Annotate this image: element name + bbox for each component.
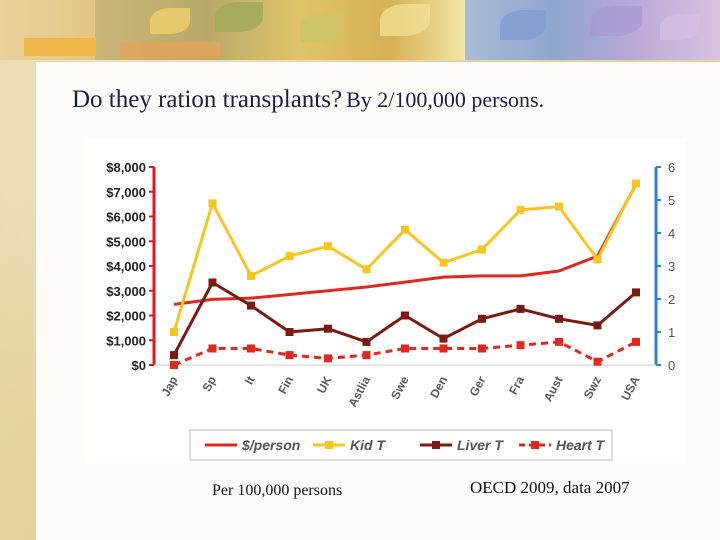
legend-marker: [531, 441, 539, 449]
right-axis-tick-label: 5: [668, 193, 675, 208]
data-point: [555, 202, 563, 211]
legend-marker: [432, 441, 440, 449]
category-label: Jap: [159, 374, 181, 399]
data-point: [247, 344, 255, 353]
left-axis-tick-label: $0: [132, 358, 146, 373]
right-axis-tick-label: 2: [668, 292, 675, 307]
data-point: [478, 314, 486, 323]
data-point: [555, 337, 563, 346]
data-point: [170, 361, 178, 369]
data-point: [247, 271, 255, 280]
leaf-decoration: [590, 6, 642, 36]
data-point: [208, 344, 217, 353]
category-label: USA: [618, 374, 642, 403]
data-point: [208, 199, 217, 208]
data-point: [632, 179, 640, 188]
data-point: [593, 321, 602, 330]
data-point: [593, 255, 602, 264]
category-label: It: [242, 374, 258, 387]
left-axis-tick-label: $5,000: [106, 234, 146, 249]
data-point: [401, 225, 409, 234]
title-sub: By 2/100,000 persons.: [346, 87, 545, 112]
left-axis-tick-label: $7,000: [106, 185, 146, 200]
data-point: [208, 278, 217, 287]
data-point: [516, 304, 525, 313]
left-axis-tick-label: $8,000: [106, 160, 146, 175]
data-point: [324, 354, 332, 363]
leaf-decoration: [300, 14, 344, 42]
category-label: Swe: [388, 374, 412, 402]
legend-label: Heart T: [556, 437, 606, 453]
data-point: [478, 245, 486, 254]
category-label: Astlia: [345, 374, 373, 410]
leaf-decoration: [660, 14, 700, 40]
category-label: UK: [314, 374, 335, 396]
leaf-decoration: [215, 2, 263, 32]
category-label: Fra: [506, 374, 527, 397]
leaf-decoration: [380, 4, 430, 36]
left-axis-tick-label: $2,000: [106, 309, 146, 324]
data-point: [285, 328, 294, 336]
data-point: [593, 357, 602, 366]
caption-units: Per 100,000 persons: [212, 482, 343, 499]
legend-label: Liver T: [457, 437, 504, 453]
series-line-kidt: [172, 182, 638, 333]
data-point: [362, 351, 371, 360]
chart-background: [85, 138, 685, 463]
category-label: Aust: [541, 374, 566, 404]
data-point: [439, 344, 448, 353]
data-point: [516, 341, 525, 350]
caption-source: OECD 2009, data 2007: [470, 478, 630, 497]
decorative-stripe: [24, 38, 96, 56]
left-axis-tick-label: $1,000: [106, 333, 146, 348]
left-axis-tick-label: $4,000: [106, 259, 146, 274]
right-axis-tick-label: 4: [668, 226, 675, 241]
data-point: [516, 205, 525, 214]
category-label: Swz: [581, 374, 604, 401]
data-point: [247, 301, 255, 310]
decorative-stripe: [120, 42, 220, 58]
data-point: [555, 314, 563, 323]
leaf-decoration: [500, 10, 546, 40]
data-point: [285, 252, 294, 261]
data-point: [324, 242, 332, 251]
title-main: Do they ration transplants?: [72, 86, 343, 113]
data-point: [439, 258, 448, 267]
data-point: [401, 311, 409, 320]
legend-label: $/person: [241, 437, 300, 453]
data-point: [632, 288, 640, 297]
data-point: [439, 334, 448, 343]
data-point: [362, 265, 371, 274]
left-axis-tick-label: $3,000: [106, 284, 146, 299]
data-point: [285, 351, 294, 360]
data-point: [401, 344, 409, 353]
data-point: [362, 337, 371, 346]
category-label: Ger: [467, 374, 489, 399]
right-axis-tick-label: 1: [668, 325, 675, 340]
right-axis-tick-label: 0: [668, 358, 675, 373]
left-axis-tick-label: $6,000: [106, 210, 146, 225]
series-line-person: [173, 183, 638, 306]
decorative-banner: [0, 0, 720, 60]
slide-title: Do they ration transplants? By 2/100,000…: [72, 86, 544, 114]
legend-label: Kid T: [350, 437, 386, 453]
transplant-chart: $0 $1,000 $2,000 $3,000 $4,000 $5,000 $6,000 $7…: [106, 160, 675, 461]
legend-marker: [325, 441, 333, 449]
data-point: [478, 344, 486, 353]
leaf-decoration: [150, 8, 190, 34]
category-label: Sp: [200, 374, 220, 394]
data-point: [632, 337, 640, 346]
right-axis-tick-label: 3: [668, 259, 675, 274]
right-axis-tick-label: 6: [668, 160, 675, 175]
category-label: Den: [427, 374, 450, 401]
category-label: Fin: [275, 374, 296, 396]
data-point: [324, 324, 332, 333]
data-point: [170, 328, 178, 336]
data-point: [170, 351, 178, 360]
